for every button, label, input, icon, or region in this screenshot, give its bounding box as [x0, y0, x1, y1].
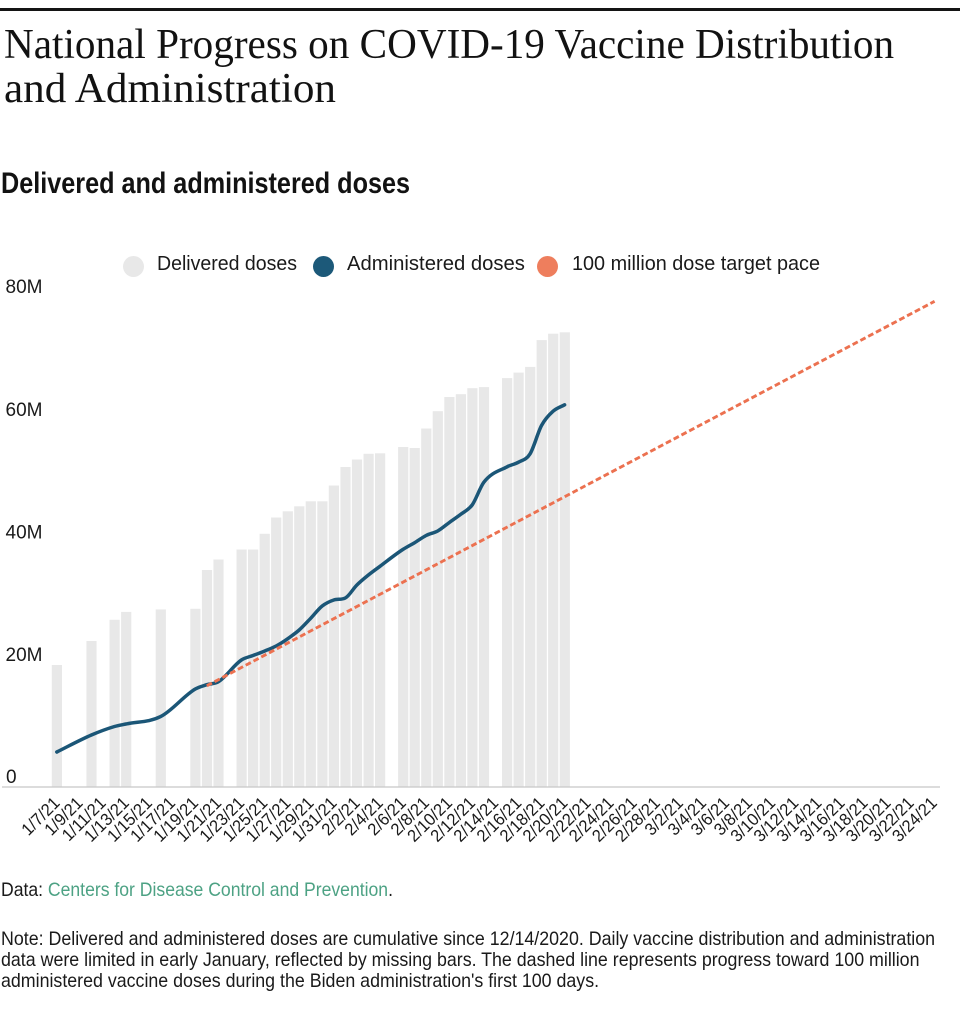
svg-text:80M: 80M	[6, 277, 43, 298]
svg-text:0: 0	[6, 767, 17, 788]
svg-text:20M: 20M	[6, 645, 43, 666]
svg-text:40M: 40M	[6, 523, 43, 544]
svg-text:60M: 60M	[6, 400, 43, 421]
